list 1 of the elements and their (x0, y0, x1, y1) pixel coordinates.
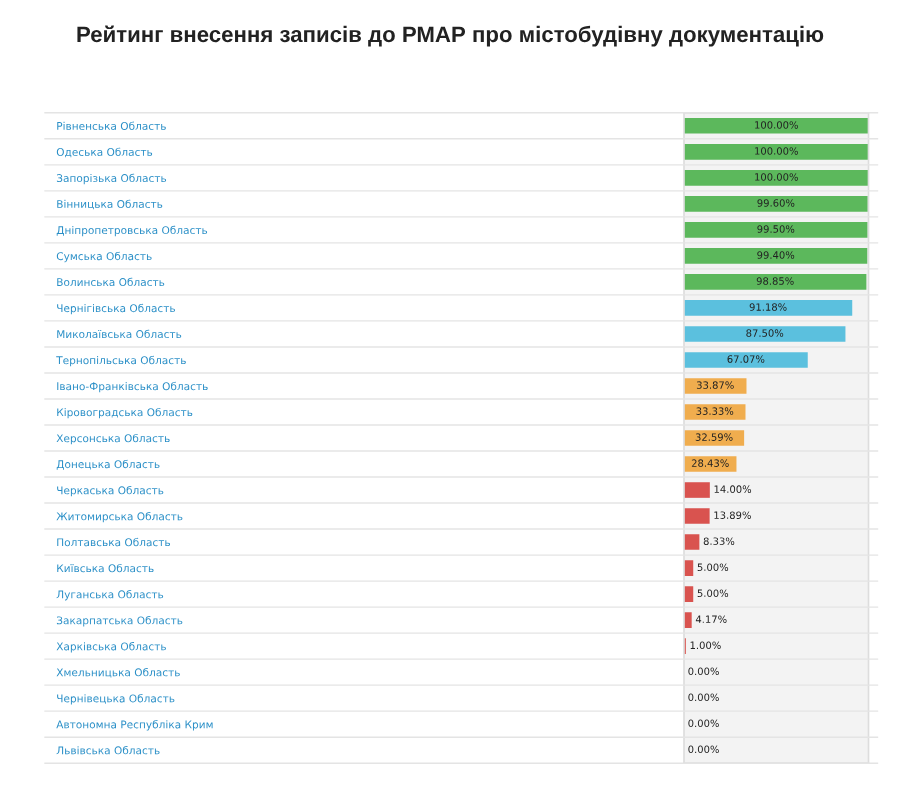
text: Рейтинг внесення записів до РМАР про містобудівну документацію (77, 25, 824, 47)
